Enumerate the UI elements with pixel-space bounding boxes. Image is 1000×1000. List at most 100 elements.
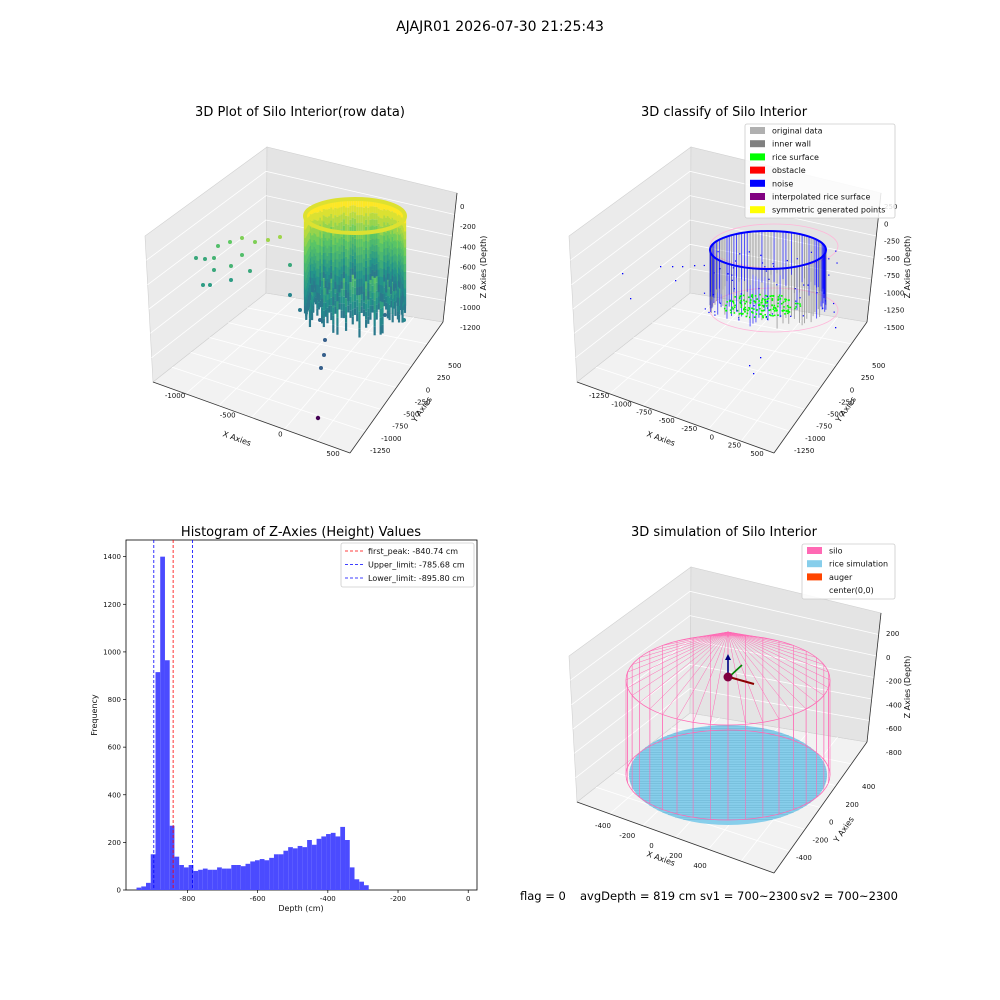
rice-surface-point: [772, 294, 775, 297]
histogram-y-tick: 200: [108, 839, 121, 847]
rice-surface-point: [780, 302, 783, 305]
y-axis-line: [773, 321, 868, 454]
histogram-x-tick: 0: [466, 895, 470, 903]
rice-surface-point: [760, 309, 763, 312]
rice-surface-point: [762, 304, 765, 307]
panel2-z-tick: -1000: [884, 289, 904, 297]
rice-surface-point: [769, 295, 772, 298]
histogram-y-tick: 1200: [103, 601, 121, 609]
noise-point: [795, 300, 797, 302]
rice-surface-point: [738, 313, 741, 315]
rice-surface-point: [794, 302, 797, 305]
noise-point: [738, 319, 740, 321]
panel2-x-tick: -750: [636, 409, 652, 417]
noise-point: [703, 264, 705, 267]
raw-point: [323, 338, 327, 342]
rice-surface-point: [751, 294, 754, 296]
noise-point: [717, 251, 719, 253]
legend-swatch: [807, 573, 822, 581]
rice-surface-point: [762, 309, 764, 312]
noise-point: [731, 274, 733, 276]
panel4-y-tick: 0: [829, 819, 833, 827]
panel2-y-tick: -1000: [805, 435, 825, 443]
panel4-ticks: -400 -200 0 200 400 400 200 0 -200 -400 200 0 -200 -4…: [595, 630, 902, 870]
rice-surface-point: [799, 305, 802, 307]
grid-line: [146, 170, 455, 261]
noise-point: [836, 262, 838, 264]
grid-line: [575, 268, 870, 358]
panel2-z-tick: 0: [884, 220, 888, 228]
histogram-bar: [198, 869, 203, 890]
noise-point: [733, 288, 735, 290]
rice-surface-point: [740, 306, 743, 308]
rice-surface-point: [797, 302, 799, 305]
histogram-bar: [160, 556, 165, 890]
rice-surface-point: [750, 311, 753, 313]
rice-surface-point: [782, 309, 785, 311]
silo-roof-wire: [727, 631, 807, 710]
panel1-y-tick: -250: [415, 398, 431, 406]
panel1-3d-box: [144, 146, 458, 454]
rice-surface-point: [787, 306, 790, 309]
noise-point: [703, 292, 706, 294]
rice-surface-point: [758, 300, 760, 302]
x-axis-line: [152, 381, 351, 454]
noise-point: [630, 298, 632, 300]
legend-label: rice surface: [772, 153, 819, 162]
histogram-bar: [278, 854, 284, 890]
rice-surface-point: [762, 315, 764, 317]
rice-surface-point: [753, 300, 756, 302]
panel-simulation: 3D simulation of Silo Interior -400 -200 0…: [568, 525, 912, 874]
silo-roof-wire: [632, 631, 729, 696]
noise-point: [823, 292, 825, 294]
legend-label: center(0,0): [829, 586, 874, 595]
raw-point: [240, 236, 244, 240]
rice-surface-point: [747, 309, 749, 312]
rice-surface-point: [739, 295, 742, 298]
rice-surface-point: [783, 309, 786, 312]
noise-point: [766, 300, 768, 302]
panel1-y-tick: 0: [426, 386, 430, 394]
histogram-bar: [330, 832, 336, 890]
noise-point: [802, 315, 804, 317]
histogram-x-tick: -600: [250, 895, 266, 903]
histogram-bar: [236, 865, 241, 890]
rice-surface-point: [745, 315, 748, 318]
panel2-x-tick: -1000: [611, 400, 631, 408]
noise-point: [682, 266, 684, 268]
rice-surface-point: [781, 309, 784, 312]
rice-surface-point: [788, 311, 791, 313]
panel4-z-tick: -400: [886, 701, 902, 709]
histogram-bar: [354, 879, 360, 890]
rice-surface-point: [784, 313, 786, 315]
rice-surface-point: [783, 306, 785, 308]
rice-surface-point: [755, 309, 758, 312]
legend-label: noise: [772, 179, 793, 188]
silo-roof-wire: [649, 631, 729, 710]
y-axis-line: [349, 321, 444, 454]
noise-point: [714, 314, 716, 316]
silo-roof-wire: [627, 631, 729, 673]
rice-surface-point: [778, 294, 781, 297]
histogram-y-tick: 1400: [103, 553, 121, 561]
center-marker: [723, 672, 733, 682]
rice-surface-point: [740, 312, 742, 315]
silo-roof-wire: [727, 631, 794, 646]
rice-surface-point: [772, 308, 775, 311]
histogram-x-tick: -800: [179, 895, 195, 903]
histogram-bar: [169, 825, 175, 890]
histogram-bar: [302, 847, 308, 890]
panel2-z-tick: -1250: [884, 307, 904, 315]
histogram-bar: [250, 861, 255, 890]
legend-swatch: [807, 560, 822, 568]
legend-swatch: [750, 193, 765, 200]
raw-point: [315, 415, 321, 421]
noise-point: [713, 272, 715, 274]
panel1-z-tick: 0: [460, 203, 464, 211]
histogram-bar: [288, 847, 293, 890]
silo-bottom-ring: [625, 729, 831, 821]
histogram-bar: [311, 844, 317, 890]
noise-point: [704, 308, 706, 310]
rice-surface-point: [763, 306, 765, 308]
histogram-bar: [212, 869, 218, 890]
